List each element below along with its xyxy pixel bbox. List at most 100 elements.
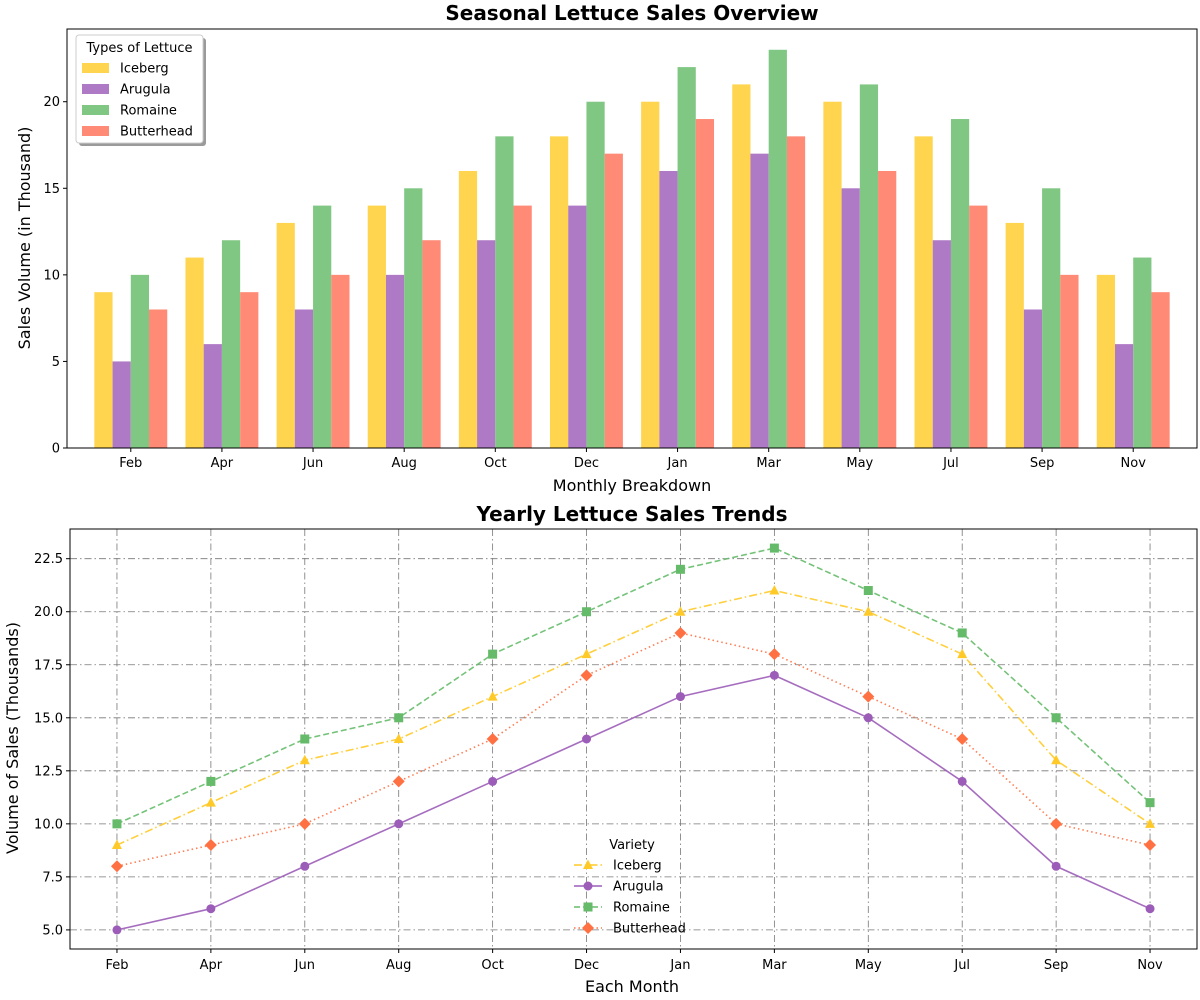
data-point [206, 776, 216, 786]
bar [221, 240, 241, 448]
legend-marker [583, 902, 593, 912]
legend-marker [583, 859, 593, 869]
data-point [956, 733, 969, 745]
legend-swatch [82, 63, 109, 73]
x-tick-label: Sep [1030, 456, 1055, 471]
legend-label: Butterhead [613, 922, 686, 937]
y-tick-label: 7.5 [42, 870, 63, 885]
data-point [487, 691, 498, 701]
bar [367, 205, 386, 448]
bar [586, 101, 605, 449]
legend-box [75, 34, 204, 144]
data-point [768, 648, 781, 661]
data-point [675, 606, 686, 616]
x-tick-label: Jul [953, 958, 970, 973]
line-chart-frame [69, 528, 1198, 950]
bar [185, 257, 204, 448]
bar [1005, 222, 1024, 448]
data-point [206, 904, 216, 914]
bar [513, 205, 532, 448]
series-line [116, 547, 1151, 825]
legend-title: Variety [609, 838, 655, 853]
data-point [863, 586, 873, 596]
y-tick-label: 17.5 [34, 658, 63, 673]
bar [549, 136, 569, 448]
data-point [769, 670, 779, 680]
bar [969, 205, 988, 448]
bar-series-butterhead [149, 119, 1170, 449]
bar [313, 205, 332, 448]
line-chart-xlabel: Each Month [585, 977, 679, 996]
bar-chart: Seasonal Lettuce Sales Overview Monthly … [15, 1, 1198, 495]
data-point [1145, 904, 1155, 914]
data-point [1051, 713, 1061, 723]
legend-title: Types of Lettuce [85, 41, 192, 56]
data-point [1145, 798, 1155, 808]
data-point [488, 776, 498, 786]
y-tick-label: 5 [52, 355, 60, 370]
legend-swatch [82, 126, 109, 136]
data-point [1144, 839, 1157, 852]
data-point [674, 626, 687, 639]
data-point [1050, 817, 1063, 830]
bar [458, 170, 478, 448]
data-point [957, 628, 967, 638]
x-tick-label: Aug [391, 456, 416, 471]
x-tick-label: Feb [105, 958, 128, 973]
data-point [111, 839, 122, 850]
bar [1114, 344, 1134, 448]
bar [276, 222, 295, 448]
legend-marker [582, 922, 594, 934]
bar [950, 119, 970, 449]
data-point [299, 754, 310, 765]
bar [604, 153, 623, 448]
y-tick-label: 5.0 [42, 923, 63, 938]
legend-label: Butterhead [120, 125, 193, 140]
bar-chart-legend: Types of Lettuce Iceberg Arugula Romaine But… [75, 34, 206, 146]
bar [695, 119, 715, 449]
data-point [393, 733, 404, 743]
data-point [582, 734, 592, 744]
data-point [394, 819, 404, 829]
bar [732, 84, 751, 448]
data-point [394, 713, 404, 723]
bar [823, 101, 842, 449]
y-tick-label: 20 [43, 95, 60, 110]
data-point [392, 775, 405, 788]
data-point [582, 607, 592, 617]
bar [914, 136, 933, 448]
bar [495, 136, 514, 448]
legend-swatch [82, 105, 109, 115]
x-tick-label: Apr [211, 456, 234, 471]
series-line [116, 589, 1151, 846]
data-point [488, 649, 498, 659]
x-tick-label: Jan [667, 456, 688, 471]
y-tick-label: 10 [43, 268, 60, 283]
x-tick-label: Nov [1121, 456, 1147, 471]
x-tick-label: Oct [484, 456, 506, 471]
legend-label: Iceberg [120, 62, 169, 77]
legend-label: Arugula [120, 83, 171, 98]
bar [477, 240, 496, 448]
x-tick-label: Sep [1044, 958, 1069, 973]
legend-label: Arugula [613, 880, 664, 895]
bar [1023, 309, 1043, 448]
data-point [675, 692, 685, 702]
bar-series-arugula [112, 153, 1134, 449]
legend-label: Romaine [120, 104, 177, 119]
bar [404, 188, 423, 449]
bar [768, 49, 787, 449]
bar [94, 292, 113, 448]
bar-chart-frame [66, 28, 1198, 449]
bar [659, 170, 678, 448]
bar-chart-xlabel: Monthly Breakdown [553, 476, 711, 495]
bar-chart-ylabel: Sales Volume (in Thousand) [15, 127, 34, 350]
bar [149, 309, 168, 448]
line-series-iceberg [111, 585, 1156, 850]
x-tick-label: Feb [119, 456, 142, 471]
line-series-arugula [112, 670, 1155, 935]
legend-swatch [82, 84, 109, 94]
bar [1151, 292, 1170, 448]
bar [112, 361, 131, 448]
data-point [957, 776, 967, 786]
